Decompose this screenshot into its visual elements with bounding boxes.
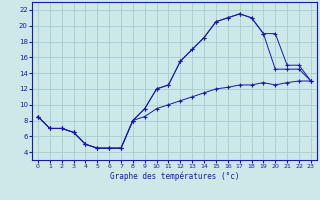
X-axis label: Graphe des températures (°c): Graphe des températures (°c) [110,172,239,181]
